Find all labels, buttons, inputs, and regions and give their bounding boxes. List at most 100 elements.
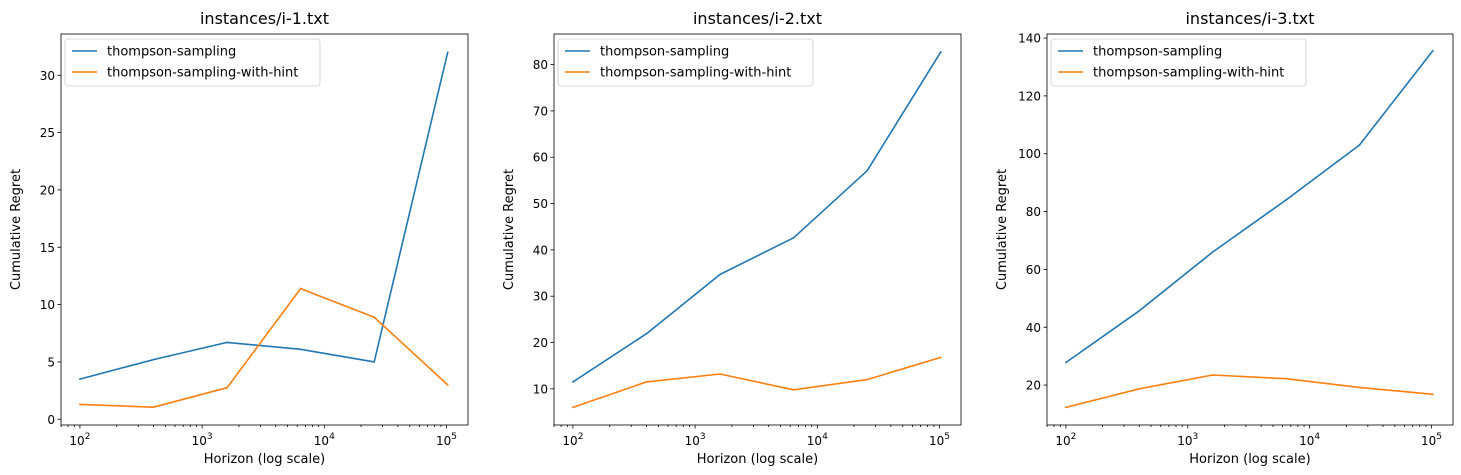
legend-box [64,38,321,87]
data-point [792,236,795,239]
y-tick-label: 20 [533,336,548,350]
y-tick-label: 50 [533,197,548,211]
data-point [152,406,155,409]
x-tick-label: 102 [1055,432,1076,448]
data-point [572,381,574,383]
data-point [373,316,376,319]
y-tick-label: 60 [1026,263,1041,277]
x-tick-label: 104 [807,432,828,448]
data-point [446,51,449,54]
chart-title: instances/i-2.txt [693,9,822,28]
data-point [152,358,155,361]
y-tick-label: 100 [1018,147,1041,161]
legend-label: thompson-sampling-with-hint [600,66,791,81]
data-point [792,388,795,391]
legend-box [557,38,814,87]
data-point [866,169,869,172]
y-tick-label: 40 [1026,321,1041,335]
x-tick-label: 103 [685,432,706,448]
y-tick-label: 30 [533,290,548,304]
x-tick-label: 103 [192,432,213,448]
plot-frame [1046,33,1454,426]
x-tick-label: 102 [69,432,90,448]
y-tick-label: 0 [47,413,55,427]
y-tick-label: 20 [40,183,55,197]
legend: thompson-sampling thompson-sampling-with-… [1050,38,1307,87]
legend-box [1050,38,1307,87]
y-tick-label: 40 [533,243,548,257]
data-point [79,378,81,381]
series-line-2 [1065,374,1433,409]
data-point [866,378,869,381]
legend-label: thompson-sampling-with-hint [1093,66,1284,81]
x-tick-label: 103 [1177,432,1198,448]
legend: thompson-sampling thompson-sampling-with-… [64,38,321,87]
y-tick-label: 140 [1018,32,1041,46]
y-tick-label: 80 [1026,205,1041,219]
data-point [1431,393,1434,396]
y-tick-label: 25 [40,126,55,140]
data-point [373,361,376,363]
x-tick-label: 105 [436,432,457,448]
data-point [79,403,81,406]
x-tick-label: 105 [929,432,950,448]
data-point [1211,251,1214,253]
series-line-1 [572,51,942,383]
data-point [1285,199,1287,201]
data-point [719,373,721,375]
x-tick-label: 102 [562,432,583,448]
data-point [645,332,648,335]
y-tick-label: 60 [533,151,548,165]
series-line-2 [572,356,941,409]
x-tick-label: 104 [314,432,335,448]
y-axis-label: Cumulative Regret [502,169,517,290]
y-axis-label: Cumulative Regret [995,169,1010,290]
x-tick-label: 104 [1299,432,1320,448]
y-tick-label: 10 [40,298,55,312]
data-point [719,273,721,276]
data-point [1358,144,1361,146]
legend-label: thompson-sampling-with-hint [107,66,298,81]
chart-panel-2: instances/i-2.txt 102 103 104 105 10 20 30 40 50 6… [502,9,962,467]
legend: thompson-sampling thompson-sampling-with-… [557,38,814,87]
y-axis-label: Cumulative Regret [9,169,24,290]
chart-title: instances/i-1.txt [200,9,329,28]
y-tick-label: 30 [40,69,55,83]
y-tick-label: 5 [47,355,55,369]
chart-title: instances/i-3.txt [1185,9,1314,28]
y-tick-label: 80 [533,58,548,72]
data-point [226,386,228,389]
series-line-2 [79,287,449,409]
data-point [1138,387,1141,390]
series-line-1 [1065,50,1434,364]
data-point [1431,49,1434,52]
y-tick-label: 20 [1026,379,1041,393]
data-point [939,51,942,53]
series-line-1 [79,52,449,380]
data-point [1358,386,1361,389]
chart-panel-1: instances/i-1.txt 102 103 104 105 0 5 10 15 20 25 3… [9,9,469,467]
data-point [1064,406,1067,409]
data-point [226,341,228,344]
plot-frame [60,33,469,426]
data-point [299,287,302,290]
data-point [1211,374,1214,376]
x-axis-label: Horizon (log scale) [697,452,818,467]
plot-frame [553,33,962,426]
chart-panel-3: instances/i-3.txt 102 103 104 105 20 40 60 80 100… [995,9,1454,467]
legend-label: thompson-sampling [1093,45,1222,60]
x-axis-label: Horizon (log scale) [1189,452,1310,467]
y-tick-label: 120 [1018,89,1041,103]
data-point [572,406,574,409]
data-point [1064,361,1067,364]
x-tick-label: 105 [1421,432,1442,448]
data-point [645,381,648,383]
legend-label: thompson-sampling [107,45,236,60]
y-tick-label: 10 [533,382,548,396]
legend-label: thompson-sampling [600,45,729,60]
y-tick-label: 15 [40,241,55,255]
data-point [939,356,942,359]
data-point [446,383,449,386]
data-point [1138,309,1141,312]
